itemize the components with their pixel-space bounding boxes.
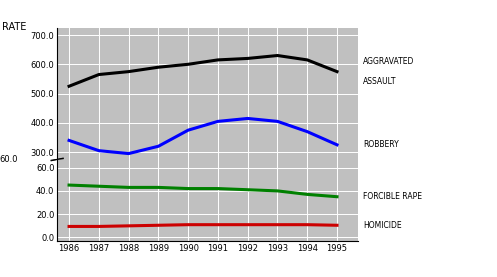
Text: 60.0: 60.0 bbox=[0, 155, 18, 164]
Text: FORCIBLE RAPE: FORCIBLE RAPE bbox=[363, 192, 422, 201]
Text: RATE: RATE bbox=[2, 22, 27, 32]
Text: ROBBERY: ROBBERY bbox=[363, 140, 399, 149]
Text: ASSAULT: ASSAULT bbox=[363, 77, 397, 86]
Text: HOMICIDE: HOMICIDE bbox=[363, 221, 402, 230]
Text: AGGRAVATED: AGGRAVATED bbox=[363, 57, 415, 66]
